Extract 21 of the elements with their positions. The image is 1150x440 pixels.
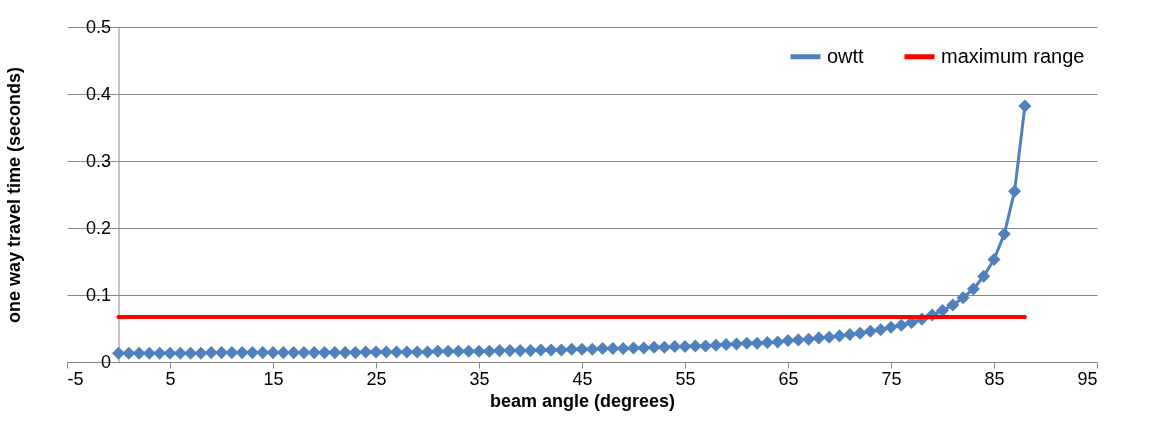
legend-label: maximum range	[941, 44, 1085, 67]
x-tick-label: 45	[572, 368, 593, 389]
x-tick-label: 35	[469, 368, 490, 389]
x-tick-label: 65	[778, 368, 799, 389]
y-axis-title: one way travel time (seconds)	[4, 66, 25, 324]
y-tick-label: 0	[100, 351, 111, 372]
y-tick-label: 0.2	[85, 217, 111, 238]
y-tick-label: 0.1	[85, 284, 111, 305]
y-tick-label: 0.3	[85, 150, 111, 171]
x-tick-label: 85	[984, 368, 1005, 389]
x-axis-title: beam angle (degrees)	[489, 390, 676, 411]
y-tick-label: 0.5	[85, 16, 111, 37]
x-tick-label: 25	[366, 368, 387, 389]
legend-label: owtt	[827, 44, 865, 67]
x-tick-label: 55	[675, 368, 696, 389]
x-tick-label: 95	[1077, 368, 1098, 389]
x-tick-label: 75	[881, 368, 902, 389]
x-tick-label: 5	[165, 368, 176, 389]
x-tick-label: 15	[263, 368, 284, 389]
y-tick-label: 0.4	[85, 83, 111, 104]
x-tick-label: -5	[67, 368, 84, 389]
